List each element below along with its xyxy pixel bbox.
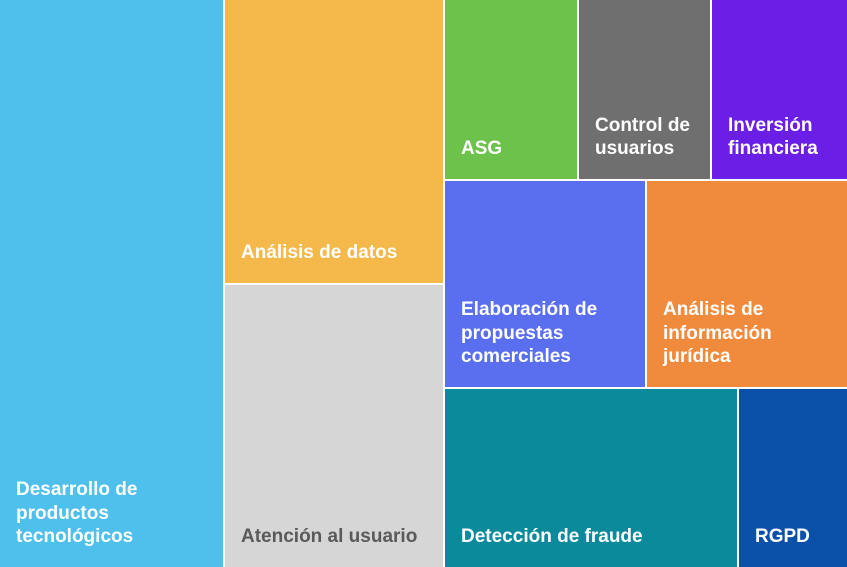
treemap-cell-label: Detección de fraude <box>461 525 643 549</box>
treemap-cell: Análisis de información jurídica <box>647 181 847 387</box>
treemap-cell: Inversión financiera <box>712 0 847 179</box>
treemap-cell: ASG <box>445 0 577 179</box>
treemap-cell: Atención al usuario <box>225 285 443 567</box>
treemap-container: Desarrollo de productos tecnológicos Anál… <box>0 0 847 567</box>
treemap-cell: Control de usuarios <box>579 0 710 179</box>
treemap-cell-label: Control de usuarios <box>595 114 694 162</box>
treemap-cell: Desarrollo de productos tecnológicos <box>0 0 223 567</box>
treemap-cell: Análisis de datos <box>225 0 443 283</box>
treemap-cell: Elaboración de propuestas comerciales <box>445 181 645 387</box>
treemap-cell-label: Elaboración de propuestas comerciales <box>461 298 629 369</box>
treemap-cell-label: Atención al usuario <box>241 525 417 549</box>
treemap-cell-label: Análisis de datos <box>241 241 397 265</box>
treemap-cell: RGPD <box>739 389 847 567</box>
treemap-cell-label: Inversión financiera <box>728 114 831 162</box>
treemap-cell-label: Desarrollo de productos tecnológicos <box>16 478 207 549</box>
treemap-cell-label: Análisis de información jurídica <box>663 298 831 369</box>
treemap-cell-label: ASG <box>461 137 502 161</box>
treemap-cell: Detección de fraude <box>445 389 737 567</box>
treemap-cell-label: RGPD <box>755 525 810 549</box>
